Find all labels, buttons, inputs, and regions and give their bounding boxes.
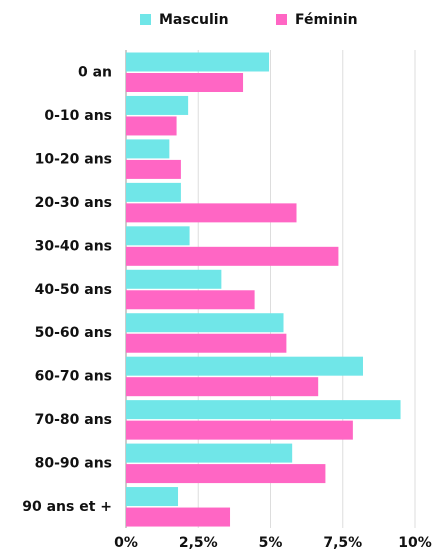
bar: [126, 443, 293, 463]
y-tick-label: 30-40 ans: [35, 238, 112, 254]
bar: [126, 203, 297, 223]
bar: [126, 269, 222, 289]
x-tick-label: 7,5%: [323, 535, 362, 551]
bar: [126, 52, 270, 72]
bar: [126, 116, 177, 136]
legend-label: Masculin: [159, 12, 229, 28]
y-tick-label: 40-50 ans: [35, 282, 112, 298]
bar: [126, 487, 179, 507]
y-tick-label: 50-60 ans: [35, 325, 112, 341]
y-tick-label: 0 an: [78, 65, 112, 81]
y-tick-label: 60-70 ans: [35, 369, 112, 385]
bar: [126, 400, 401, 420]
x-tick-label: 2,5%: [179, 535, 218, 551]
x-tick-label: 5%: [259, 535, 283, 551]
legend-swatch: [276, 14, 287, 25]
bar: [126, 356, 363, 376]
y-tick-label: 80-90 ans: [35, 456, 112, 472]
bar: [126, 73, 244, 92]
bar: [126, 420, 353, 440]
y-tick-label: 10-20 ans: [35, 151, 112, 167]
x-tick-label: 0%: [114, 535, 138, 551]
bar: [126, 464, 326, 484]
bar: [126, 226, 190, 246]
bar: [126, 333, 287, 353]
bar: [126, 95, 189, 115]
y-tick-label: 20-30 ans: [35, 195, 112, 211]
y-tick-label: 0-10 ans: [44, 108, 112, 124]
legend-swatch: [140, 14, 151, 25]
bar: [126, 507, 231, 527]
y-tick-label: 70-80 ans: [35, 412, 112, 428]
bar: [126, 290, 255, 310]
legend-label: Féminin: [295, 12, 358, 28]
bar: [126, 182, 181, 202]
bar: [126, 139, 170, 159]
bar: [126, 313, 284, 333]
bar: [126, 377, 319, 397]
x-tick-label: 10%: [398, 535, 432, 551]
bar: [126, 159, 181, 179]
y-tick-label: 90 ans et +: [22, 499, 112, 515]
bar: [126, 246, 339, 266]
